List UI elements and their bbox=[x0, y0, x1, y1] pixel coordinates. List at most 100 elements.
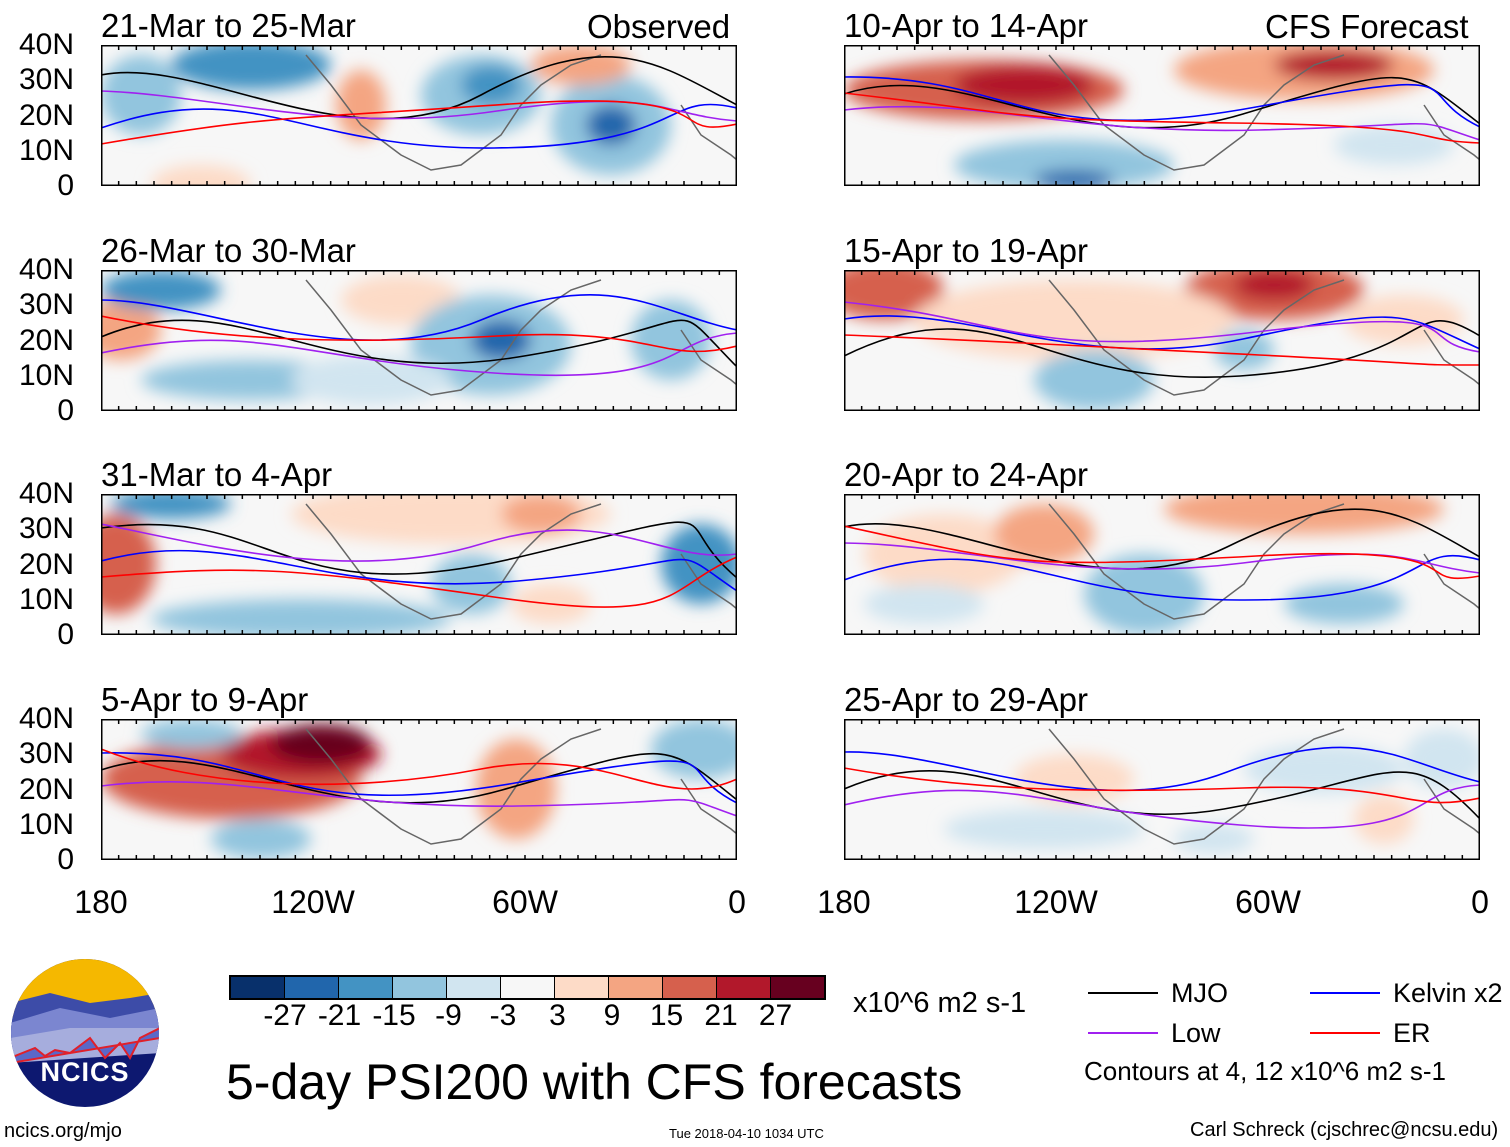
y-tick-label: 20N bbox=[18, 323, 74, 357]
anomaly-region bbox=[994, 504, 1094, 564]
colorbar-label: 9 bbox=[603, 999, 621, 1032]
contour-line bbox=[101, 319, 737, 368]
y-tick-label: 20N bbox=[18, 772, 74, 806]
source-url[interactable]: ncics.org/mjo bbox=[4, 1120, 122, 1142]
contour-line bbox=[844, 784, 1480, 829]
panel-title: 10-Apr to 14-Apr bbox=[844, 7, 1088, 44]
anomaly-region bbox=[111, 494, 231, 519]
anomaly-region bbox=[531, 45, 631, 85]
header-forecast: CFS Forecast bbox=[1265, 8, 1469, 45]
anomaly-region bbox=[1214, 330, 1274, 370]
coastline bbox=[680, 778, 737, 835]
contour-line bbox=[844, 542, 1480, 574]
anomaly-region bbox=[151, 599, 451, 635]
panel-title: 20-Apr to 24-Apr bbox=[844, 456, 1088, 493]
x-tick-label: 120W bbox=[1014, 884, 1098, 920]
colorbar-swatch bbox=[231, 977, 285, 998]
coastline bbox=[1048, 279, 1345, 396]
colorbar-swatch bbox=[555, 977, 609, 998]
coastline bbox=[680, 553, 737, 610]
anomaly-region bbox=[1404, 729, 1480, 789]
figure-title: 5-day PSI200 with CFS forecasts bbox=[226, 1054, 963, 1110]
map-panel bbox=[844, 270, 1480, 411]
y-tick-label: 30N bbox=[18, 737, 74, 771]
contour-line bbox=[101, 752, 737, 804]
contour-line bbox=[101, 315, 737, 353]
contour-line bbox=[844, 508, 1480, 570]
contour-line bbox=[101, 103, 737, 149]
anomaly-region bbox=[954, 65, 1094, 105]
legend-label: Low bbox=[1171, 1018, 1221, 1048]
coastline bbox=[1423, 778, 1480, 835]
y-tick-label: 30N bbox=[18, 288, 74, 322]
header-observed: Observed bbox=[587, 8, 731, 45]
colorbar-swatch bbox=[393, 977, 447, 998]
y-tick-label: 20N bbox=[18, 98, 74, 132]
panel-title: 21-Mar to 25-Mar bbox=[101, 7, 356, 44]
x-tick-label: 180 bbox=[74, 884, 128, 920]
y-tick-label: 40N bbox=[18, 477, 74, 510]
panel-title: 5-Apr to 9-Apr bbox=[101, 681, 309, 718]
y-tick-label: 0 bbox=[57, 169, 74, 202]
contour-line bbox=[844, 92, 1480, 144]
contour-line bbox=[101, 55, 737, 120]
anomaly-region bbox=[141, 719, 241, 749]
legend-line-er bbox=[1310, 1032, 1380, 1034]
x-tick-label: 0 bbox=[1471, 884, 1489, 920]
anomaly-region bbox=[864, 584, 984, 624]
x-tick-label: 0 bbox=[728, 884, 746, 920]
contour-line bbox=[101, 100, 737, 145]
coastline bbox=[1048, 728, 1345, 845]
colorbar-swatch bbox=[663, 977, 717, 998]
coastline bbox=[1048, 54, 1345, 171]
colorbar-label: -21 bbox=[317, 999, 362, 1032]
y-tick-label: 30N bbox=[18, 512, 74, 546]
credit: Carl Schreck (cjschrec@ncsu.edu) bbox=[1190, 1119, 1499, 1141]
colorbar-swatch bbox=[771, 977, 824, 998]
anomaly-region bbox=[211, 819, 311, 859]
contour-line bbox=[101, 752, 737, 804]
contour-line bbox=[101, 90, 737, 122]
panel-title: 15-Apr to 19-Apr bbox=[844, 232, 1088, 269]
anomaly-region bbox=[336, 70, 386, 140]
panel-title: 26-Mar to 30-Mar bbox=[101, 232, 356, 269]
colorbar-label: -27 bbox=[263, 999, 307, 1032]
contour-line bbox=[844, 746, 1480, 792]
logo-text: NCICS bbox=[40, 1057, 129, 1087]
contour-line bbox=[844, 105, 1480, 141]
anomaly-region bbox=[844, 270, 944, 320]
contour-line bbox=[844, 315, 1480, 350]
y-tick-label: 0 bbox=[57, 394, 74, 427]
colorbar-swatch bbox=[609, 977, 663, 998]
anomaly-region bbox=[1014, 754, 1134, 804]
contour-line bbox=[844, 334, 1480, 366]
x-tick-label: 180 bbox=[817, 884, 871, 920]
contour-line bbox=[101, 549, 737, 592]
coastline bbox=[1423, 329, 1480, 386]
y-tick-label: 20N bbox=[18, 547, 74, 581]
anomaly-region bbox=[501, 494, 581, 534]
coastline bbox=[305, 279, 602, 396]
anomaly-region bbox=[1284, 584, 1404, 624]
coastline bbox=[1423, 104, 1480, 161]
anomaly-region bbox=[471, 320, 531, 360]
panel-title: 25-Apr to 29-Apr bbox=[844, 681, 1088, 718]
map-panel bbox=[101, 719, 737, 860]
contour-line bbox=[101, 556, 737, 608]
anomaly-region bbox=[271, 724, 371, 764]
colorbar-swatch bbox=[447, 977, 501, 998]
anomaly-region bbox=[954, 140, 1174, 186]
anomaly-region bbox=[864, 514, 1024, 594]
coastline bbox=[305, 728, 602, 845]
anomaly-region bbox=[1274, 50, 1394, 80]
y-tick-label: 40N bbox=[18, 28, 74, 61]
timestamp: Tue 2018-04-10 1034 UTC bbox=[669, 1126, 824, 1141]
colorbar-label: 27 bbox=[758, 999, 793, 1032]
y-tick-label: 40N bbox=[18, 702, 74, 735]
anomaly-region bbox=[101, 270, 221, 310]
y-tick-label: 30N bbox=[18, 63, 74, 97]
y-tick-label: 0 bbox=[57, 618, 74, 651]
colorbar-swatch bbox=[501, 977, 555, 998]
y-tick-label: 10N bbox=[18, 582, 74, 616]
contour-line bbox=[844, 554, 1480, 601]
